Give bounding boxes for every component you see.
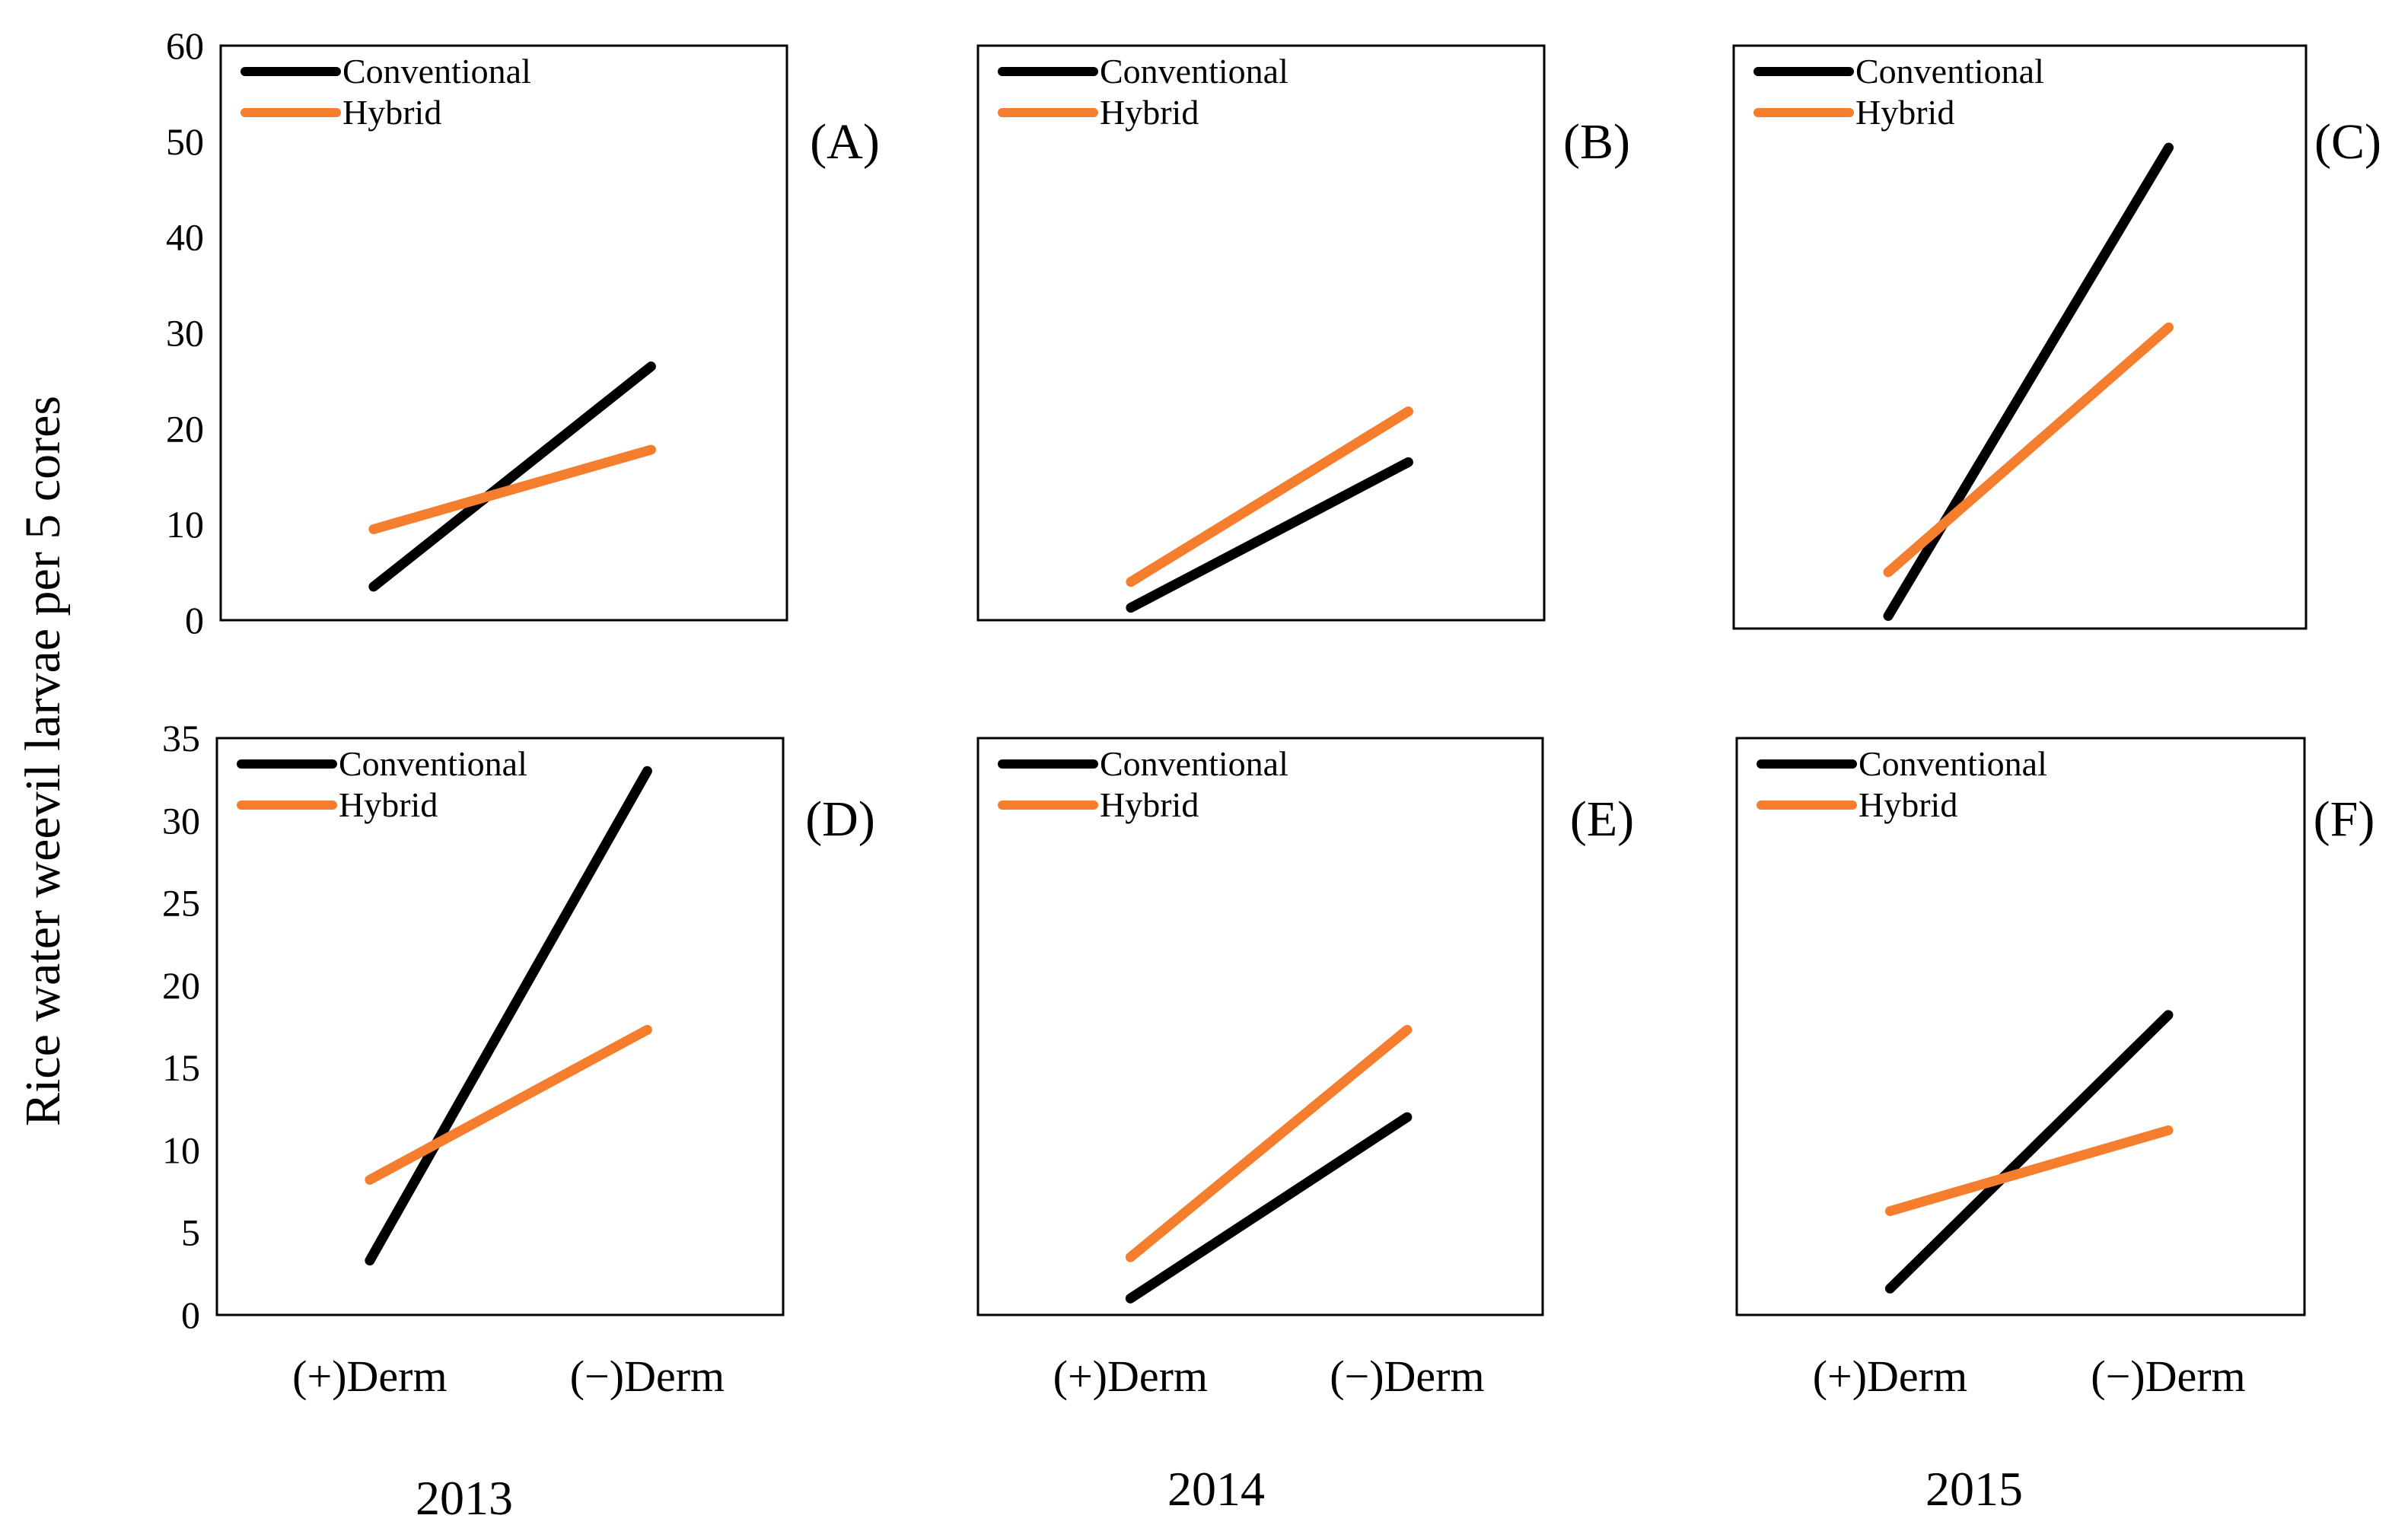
legend-label-hybrid: Hybrid [339,785,438,824]
plot-frame [1735,737,2306,1316]
year-label-2014: 2014 [1167,1462,1265,1516]
x-category-label: (−)Derm [2091,1351,2245,1401]
legend-label-conventional: Conventional [1859,744,2047,783]
y-tick-label: 15 [162,1046,200,1089]
chart-panels: 0102030405060ConventionalHybrid(A)Conven… [162,24,2381,1401]
legend-label-conventional: Conventional [1100,52,1288,91]
y-tick-label: 35 [162,717,200,759]
plot-frame [976,737,1544,1316]
legend-label-hybrid: Hybrid [1100,93,1199,132]
series-line-conventional [1883,142,2174,621]
legend-label-conventional: Conventional [342,52,531,91]
panel-label: (C) [2314,114,2381,170]
year-label-2015: 2015 [1925,1462,2023,1516]
panel-label: (F) [2314,791,2375,847]
series-line-hybrid [1884,1125,2174,1217]
x-category-label: (−)Derm [1330,1351,1484,1401]
y-tick-label: 30 [162,799,200,842]
x-category-label: (+)Derm [292,1351,447,1401]
legend-label-hybrid: Hybrid [342,93,441,132]
y-tick-label: 20 [166,407,204,450]
panel-label: (E) [1570,791,1634,847]
y-tick-label: 10 [166,503,204,546]
y-tick-label: 0 [185,599,204,641]
legend-label-conventional: Conventional [339,744,527,783]
series-line-hybrid [1126,406,1413,587]
series-line-conventional [1126,457,1413,613]
legend-label-conventional: Conventional [1855,52,2044,91]
series-line-hybrid [1125,1024,1413,1262]
x-category-label: (−)Derm [570,1351,725,1401]
panel-label: (A) [810,114,880,170]
series-line-conventional [1884,1010,2174,1294]
x-category-label: (+)Derm [1813,1351,1967,1401]
series-line-hybrid [368,444,656,534]
plot-frame [215,737,785,1316]
year-label-2013: 2013 [416,1471,513,1525]
panel-label: (D) [805,791,875,847]
series-line-conventional [1125,1112,1413,1304]
y-axis-label: Rice water weevil larvae per 5 cores [15,396,71,1126]
plot-frame [976,44,1546,622]
series-line-conventional [365,766,652,1266]
y-tick-label: 20 [162,964,200,1007]
y-tick-label: 5 [181,1211,200,1254]
y-tick-label: 25 [162,882,200,925]
y-tick-label: 60 [166,24,204,67]
y-tick-label: 40 [166,216,204,259]
series-line-hybrid [365,1024,652,1185]
y-tick-label: 0 [181,1294,200,1336]
y-tick-label: 50 [166,120,204,163]
y-tick-label: 10 [162,1128,200,1171]
series-line-conventional [368,361,656,592]
plot-frame [219,44,788,622]
legend-label-hybrid: Hybrid [1100,785,1199,824]
legend-label-hybrid: Hybrid [1855,93,1954,132]
y-tick-label: 30 [166,312,204,355]
plot-frame [1732,44,2308,630]
x-category-label: (+)Derm [1053,1351,1208,1401]
series-line-hybrid [1883,322,2174,578]
legend-label-conventional: Conventional [1100,744,1288,783]
panel-label: (B) [1563,114,1630,170]
legend-label-hybrid: Hybrid [1859,785,1957,824]
